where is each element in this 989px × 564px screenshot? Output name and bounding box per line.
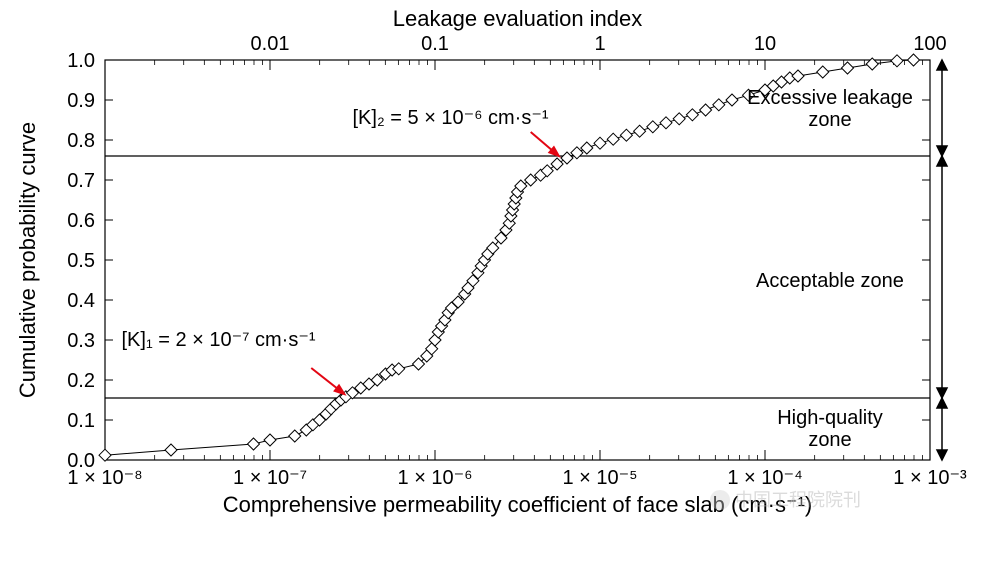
y-tick-label: 0.3 [67, 330, 95, 352]
x-bottom-tick-label: 1 × 10⁻⁵ [562, 467, 637, 489]
arrowhead-icon [937, 156, 947, 166]
watermark-icon [710, 490, 730, 510]
watermark-text: 中国工程院院刊 [735, 490, 861, 510]
zone-label: zone [808, 429, 851, 451]
arrowhead-icon [937, 450, 947, 460]
data-point [647, 121, 659, 133]
y-tick-label: 0.2 [67, 370, 95, 392]
zone-label: Excessive leakage [747, 87, 913, 109]
zone-label: zone [808, 109, 851, 131]
data-point [660, 117, 672, 129]
data-point [248, 438, 260, 450]
y-axis-title: Cumulative probability curve [15, 122, 40, 398]
y-tick-label: 1.0 [67, 50, 95, 72]
x-top-tick-label: 10 [754, 33, 776, 55]
y-tick-label: 0.7 [67, 170, 95, 192]
x-top-tick-label: 0.01 [251, 33, 290, 55]
zone-label: High-quality [777, 407, 883, 429]
x-top-tick-label: 0.1 [421, 33, 449, 55]
data-point [551, 158, 563, 170]
data-point [726, 94, 738, 106]
data-point [686, 109, 698, 121]
data-point [700, 104, 712, 116]
data-point [289, 430, 301, 442]
x-bottom-tick-label: 1 × 10⁻⁸ [67, 467, 142, 489]
data-point [264, 434, 276, 446]
data-point [713, 99, 725, 111]
threshold-annotation: [K]₂ = 5 × 10⁻⁶ cm·s⁻¹ [353, 107, 549, 129]
y-tick-label: 0.4 [67, 290, 95, 312]
y-tick-label: 0.1 [67, 410, 95, 432]
x-top-axis-title: Leakage evaluation index [393, 6, 643, 31]
x-bottom-tick-label: 1 × 10⁻³ [893, 467, 967, 489]
y-tick-label: 0.6 [67, 210, 95, 232]
y-tick-label: 0.8 [67, 130, 95, 152]
y-tick-label: 0.9 [67, 90, 95, 112]
data-point [673, 113, 685, 125]
cumulative-probability-chart: 0.00.10.20.30.40.50.60.70.80.91.01 × 10⁻… [0, 0, 989, 559]
data-point [908, 54, 920, 66]
zone-label: Acceptable zone [756, 270, 904, 292]
x-bottom-tick-label: 1 × 10⁻⁶ [398, 467, 473, 489]
data-point [842, 62, 854, 74]
arrowhead-icon [937, 60, 947, 70]
x-bottom-tick-label: 1 × 10⁻⁷ [233, 467, 307, 489]
data-point [594, 137, 606, 149]
x-bottom-tick-label: 1 × 10⁻⁴ [727, 467, 802, 489]
threshold-annotation: [K]₁ = 2 × 10⁻⁷ cm·s⁻¹ [122, 329, 316, 351]
data-point [165, 444, 177, 456]
data-point [634, 125, 646, 137]
y-tick-label: 0.5 [67, 250, 95, 272]
data-point [620, 129, 632, 141]
x-top-tick-label: 1 [594, 33, 605, 55]
data-point [607, 133, 619, 145]
data-point [817, 66, 829, 78]
x-top-tick-label: 100 [913, 33, 946, 55]
arrowhead-icon [937, 398, 947, 408]
data-point [891, 55, 903, 67]
